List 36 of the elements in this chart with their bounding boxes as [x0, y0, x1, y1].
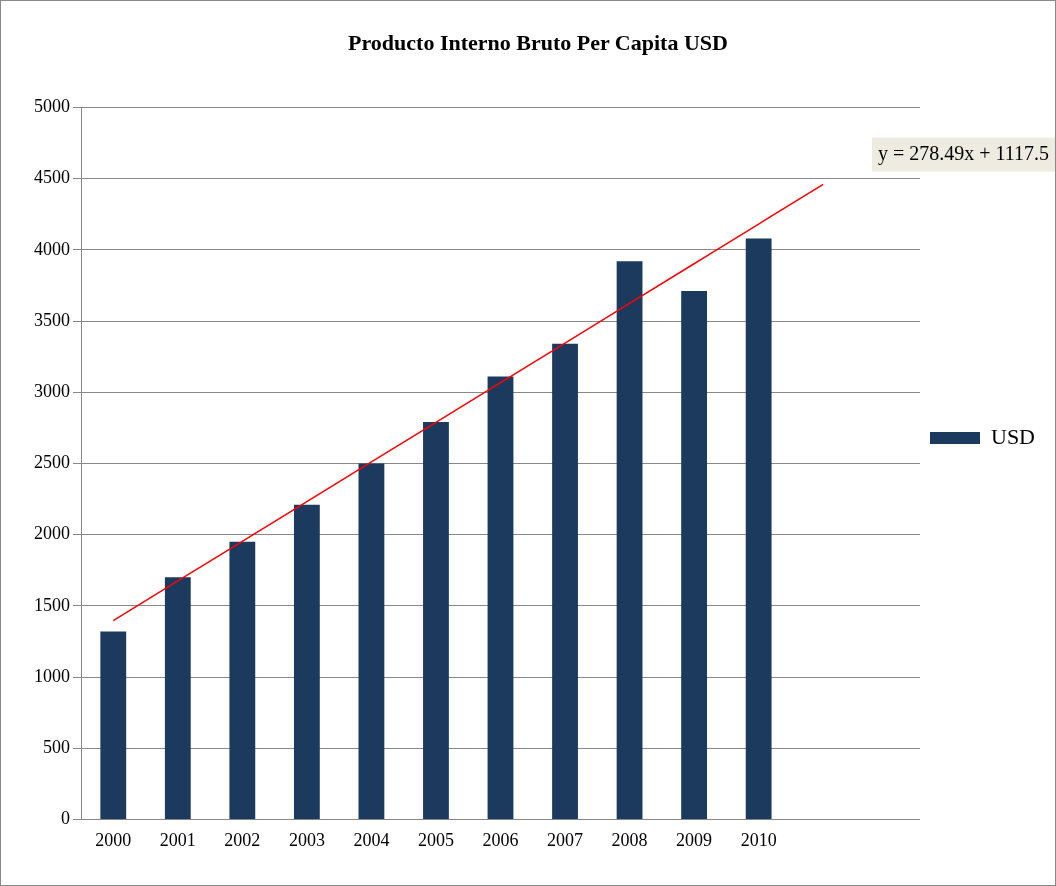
y-tick-label: 3500: [34, 309, 70, 330]
x-tick-label: 2002: [224, 829, 261, 850]
chart-title: Producto Interno Bruto Per Capita USD: [348, 29, 728, 55]
y-tick-label: 500: [43, 736, 70, 757]
x-tick-label: 2001: [159, 829, 196, 850]
x-tick-label: 2010: [740, 829, 777, 850]
bar: [681, 291, 708, 819]
y-tick-label: 4500: [34, 167, 70, 188]
annotation: y = 278.49x + 1117.5: [877, 141, 1049, 165]
y-tick-label: 4000: [34, 238, 70, 259]
x-tick-label: 2000: [95, 829, 132, 850]
x-tick-label: 2004: [353, 829, 390, 850]
x-tick-label: 2005: [417, 829, 454, 850]
y-tick-label: 1500: [34, 594, 70, 615]
legend-label: USD: [990, 423, 1035, 449]
bar: [100, 631, 127, 819]
y-tick-label: 0: [61, 808, 70, 829]
x-tick-label: 2007: [547, 829, 584, 850]
x-tick-label: 2009: [676, 829, 713, 850]
x-tick-label: 2008: [611, 829, 648, 850]
bar: [229, 541, 256, 819]
bar: [616, 261, 643, 819]
y-tick-label: 5000: [34, 96, 70, 117]
bar: [358, 463, 385, 819]
bar: [164, 577, 191, 819]
bar: [487, 376, 514, 819]
y-tick-label: 2500: [34, 452, 70, 473]
x-tick-label: 2006: [482, 829, 519, 850]
y-tick-label: 1000: [34, 665, 70, 686]
bar: [293, 504, 320, 819]
y-tick-label: 2000: [34, 523, 70, 544]
bar: [423, 422, 449, 819]
x-tick-label: 2003: [288, 829, 325, 850]
y-tick-label: 3000: [34, 380, 70, 401]
bar: [745, 238, 772, 819]
bar: [552, 343, 578, 819]
